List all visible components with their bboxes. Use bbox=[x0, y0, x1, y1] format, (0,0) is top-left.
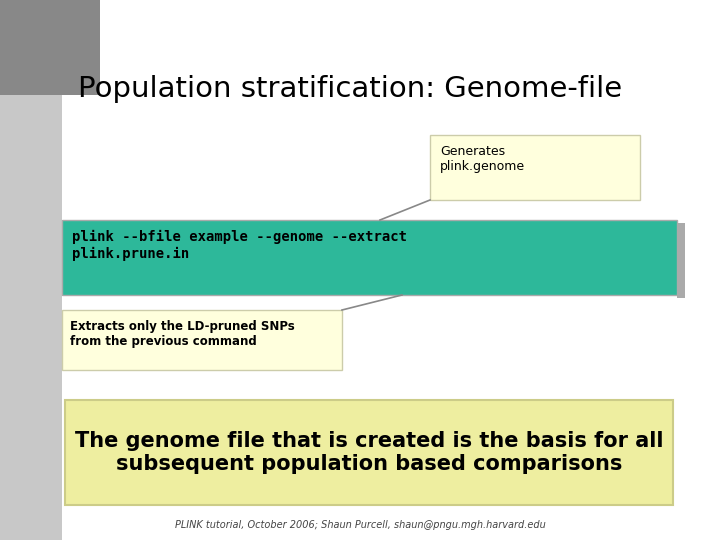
Text: Extracts only the LD-pruned SNPs
from the previous command: Extracts only the LD-pruned SNPs from th… bbox=[70, 320, 294, 348]
Bar bbox=[677, 223, 685, 298]
Text: plink --bfile example --genome --extract
plink.prune.in: plink --bfile example --genome --extract… bbox=[72, 230, 407, 260]
Bar bbox=[430, 135, 640, 200]
Bar bbox=[62, 220, 677, 295]
Text: PLINK tutorial, October 2006; Shaun Purcell, shaun@pngu.mgh.harvard.edu: PLINK tutorial, October 2006; Shaun Purc… bbox=[175, 520, 545, 530]
Bar bbox=[62, 310, 342, 370]
Text: Generates
plink.genome: Generates plink.genome bbox=[440, 145, 525, 173]
Text: Population stratification: Genome-file: Population stratification: Genome-file bbox=[78, 75, 622, 103]
Text: The genome file that is created is the basis for all
subsequent population based: The genome file that is created is the b… bbox=[75, 431, 663, 474]
Bar bbox=[0, 0, 100, 95]
Bar bbox=[65, 400, 673, 505]
